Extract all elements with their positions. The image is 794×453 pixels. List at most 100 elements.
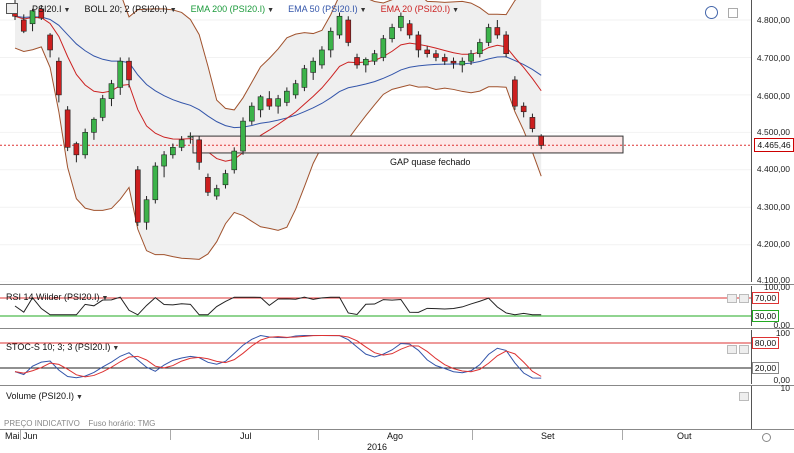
candle-body: [433, 53, 439, 58]
candle-body: [538, 135, 545, 146]
stoch-chart: [0, 334, 751, 379]
pane-divider[interactable]: [0, 385, 794, 386]
pane-minimize-icon[interactable]: [739, 392, 749, 401]
rsi-y-axis[interactable]: 100,00 0,00: [752, 282, 794, 330]
timezone-label: Fuso horário: TMG: [88, 419, 156, 428]
rsi-pane[interactable]: RSI 14 Wilder (PSI20.I) ▼ 100,00 0,00 70,…: [0, 282, 794, 330]
chevron-down-icon[interactable]: ▼: [63, 6, 71, 14]
candle-body: [161, 154, 167, 167]
candle-body: [398, 15, 404, 28]
chevron-down-icon[interactable]: ▼: [359, 6, 367, 14]
candle-body: [108, 83, 115, 99]
y-label: 4.300,00: [756, 202, 790, 212]
symbol-text: PSI20.I: [32, 3, 62, 14]
gap-zone-rect: [192, 135, 624, 154]
stoch-k-line: [14, 334, 542, 379]
x-label: Out: [677, 431, 692, 441]
candle-body: [56, 60, 62, 96]
candle-body: [503, 34, 509, 55]
candle-body: [134, 169, 141, 223]
candle-body: [441, 57, 448, 62]
stoch-pane[interactable]: STOC-S 10; 3; 3 (PSI20.I) ▼ 100 0,00 80,0…: [0, 328, 794, 385]
y-label: 0,00: [773, 320, 790, 330]
clock-icon[interactable]: [705, 6, 718, 19]
pane-divider[interactable]: [0, 284, 794, 285]
ema50-text: EMA 50 (PSI20.I): [288, 3, 358, 14]
chevron-down-icon[interactable]: ▼: [169, 6, 177, 14]
candle-body: [170, 147, 176, 156]
ema200-legend[interactable]: EMA 200 (PSI20.I) ▼: [191, 4, 274, 14]
candle-body: [64, 109, 71, 148]
stoch-y-axis[interactable]: 100 0,00: [752, 328, 794, 385]
chevron-down-icon[interactable]: ▼: [101, 295, 109, 302]
price-plot-area[interactable]: [0, 0, 752, 282]
price-legend: PSI20.I ▼ BOLL 20; 2 (PSI20.I) ▼ EMA 200 (…: [6, 3, 459, 14]
stoch-lower-level: 20,00: [752, 362, 779, 374]
candle-body: [301, 68, 308, 88]
candle-body: [389, 27, 395, 40]
y-label: 100,00: [764, 282, 790, 292]
price-pane[interactable]: PSI20.I ▼ BOLL 20; 2 (PSI20.I) ▼ EMA 200 (…: [0, 0, 794, 285]
stoch-legend[interactable]: STOC-S 10; 3; 3 (PSI20.I) ▼: [6, 342, 119, 352]
candle-body: [91, 118, 97, 133]
symbol-label[interactable]: PSI20.I ▼: [32, 4, 70, 14]
candle-body: [187, 135, 194, 138]
rsi-plot-area[interactable]: [0, 286, 752, 326]
candle-body: [248, 105, 255, 122]
candle-body: [415, 34, 422, 51]
candle-body: [196, 139, 202, 163]
candle-body: [477, 42, 483, 55]
x-tick: [622, 430, 623, 440]
volume-pane[interactable]: Volume (PSI20.I) ▼ 10 PREÇO INDICATIVO Fu…: [0, 383, 794, 429]
menu-icon[interactable]: [6, 3, 18, 14]
ema200-text: EMA 200 (PSI20.I): [190, 3, 266, 14]
x-tick: [170, 430, 171, 440]
pane-close-icon[interactable]: [739, 294, 749, 303]
candle-body: [47, 34, 53, 51]
boll-legend[interactable]: BOLL 20; 2 (PSI20.I) ▼: [84, 4, 176, 14]
bollinger-lower-line: [14, 46, 542, 260]
chevron-down-icon[interactable]: ▼: [112, 345, 120, 352]
candle-body: [380, 38, 387, 58]
candle-body: [257, 96, 264, 111]
boll-text: BOLL 20; 2 (PSI20.I): [84, 3, 168, 14]
y-label: 4.200,00: [756, 239, 790, 249]
volume-legend[interactable]: Volume (PSI20.I) ▼: [6, 391, 83, 401]
ema20-line: [14, 15, 542, 162]
volume-plot-area[interactable]: [0, 386, 752, 429]
bollinger-upper-line: [122, 0, 517, 111]
pane-minimize-icon[interactable]: [727, 345, 737, 354]
candle-body: [20, 19, 27, 32]
rsi-legend[interactable]: RSI 14 Wilder (PSI20.I) ▼: [6, 292, 108, 302]
pane-divider[interactable]: [0, 328, 794, 329]
candle-body: [485, 27, 492, 43]
candle-body: [424, 49, 430, 55]
time-axis[interactable]: Mai Jun Jul Ago Set Out 2016: [0, 429, 794, 453]
y-label: 4.700,00: [756, 53, 790, 63]
stoch-legend-text: STOC-S 10; 3; 3 (PSI20.I): [6, 342, 111, 352]
y-label: 4.600,00: [756, 91, 790, 101]
gap-annotation[interactable]: GAP quase fechado: [390, 157, 471, 167]
price-y-axis[interactable]: 4.800,00 4.700,00 4.600,00 4.500,00 4.40…: [752, 0, 794, 285]
y-label: 100: [775, 328, 790, 338]
candle-body: [178, 139, 185, 148]
chevron-down-icon[interactable]: ▼: [267, 6, 275, 14]
ema50-legend[interactable]: EMA 50 (PSI20.I) ▼: [288, 4, 366, 14]
ema20-legend[interactable]: EMA 20 (PSI20.I) ▼: [381, 4, 459, 14]
candle-body: [529, 117, 536, 129]
x-tick: [318, 430, 319, 440]
maximize-icon[interactable]: [728, 8, 738, 18]
year-label: 2016: [367, 442, 388, 452]
chevron-down-icon[interactable]: ▼: [452, 6, 460, 14]
volume-y-axis[interactable]: 10: [752, 383, 794, 429]
pane-minimize-icon[interactable]: [727, 294, 737, 303]
candle-body: [99, 98, 106, 118]
candle-body: [354, 57, 360, 66]
stoch-plot-area[interactable]: [0, 330, 752, 384]
x-label: Jun: [23, 431, 38, 441]
axis-settings-icon[interactable]: [762, 433, 771, 442]
pane-close-icon[interactable]: [739, 345, 749, 354]
candle-body: [512, 79, 518, 107]
chevron-down-icon[interactable]: ▼: [76, 394, 83, 401]
stoch-upper-level: 80,00: [752, 337, 779, 349]
